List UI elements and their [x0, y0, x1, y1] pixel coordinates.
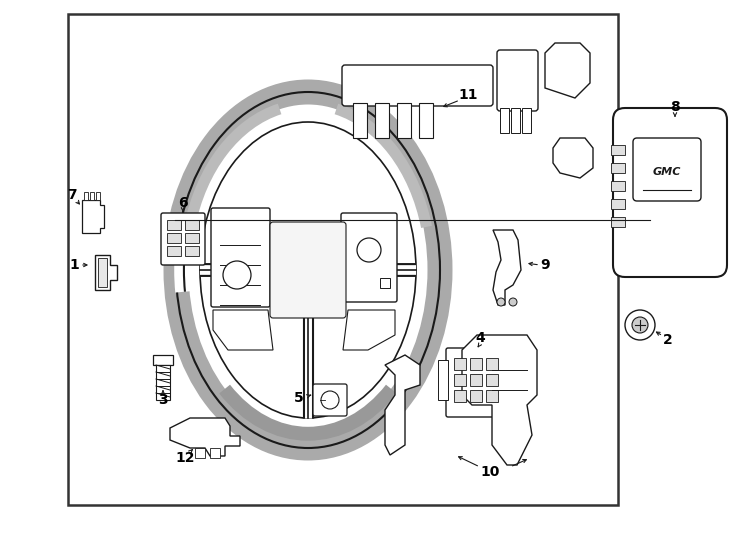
Bar [185, 233, 199, 243]
Text: 7: 7 [68, 188, 77, 202]
Bar [90, 192, 94, 200]
Bar [611, 199, 625, 209]
Bar [353, 103, 367, 138]
Text: 2: 2 [663, 333, 673, 347]
Bar [167, 220, 181, 230]
Bar [380, 278, 390, 288]
Bar [454, 358, 466, 370]
Text: 4: 4 [475, 331, 485, 345]
Polygon shape [82, 200, 104, 233]
Bar [84, 192, 88, 200]
Circle shape [497, 298, 505, 306]
Bar [167, 233, 181, 243]
Polygon shape [385, 355, 420, 455]
Polygon shape [343, 310, 395, 350]
Text: 9: 9 [540, 258, 550, 272]
Bar [511, 108, 520, 133]
Bar [68, 14, 618, 505]
Bar [486, 390, 498, 402]
Bar [167, 246, 181, 256]
Circle shape [625, 310, 655, 340]
Bar [470, 390, 482, 402]
Circle shape [632, 317, 648, 333]
Text: GMC: GMC [653, 167, 681, 177]
Bar [470, 358, 482, 370]
Bar [454, 390, 466, 402]
FancyBboxPatch shape [497, 50, 538, 111]
Bar [486, 358, 498, 370]
Bar [611, 163, 625, 173]
Text: 6: 6 [178, 196, 188, 210]
Bar [454, 374, 466, 386]
Bar [375, 103, 389, 138]
Bar [153, 355, 173, 365]
FancyBboxPatch shape [270, 222, 346, 318]
Bar [611, 181, 625, 191]
FancyBboxPatch shape [613, 108, 727, 277]
Bar [210, 448, 220, 458]
FancyBboxPatch shape [341, 213, 397, 302]
Bar [397, 103, 411, 138]
Text: 5: 5 [294, 391, 304, 405]
Bar [96, 192, 100, 200]
Bar [185, 220, 199, 230]
Text: 10: 10 [480, 465, 500, 479]
Circle shape [321, 391, 339, 409]
FancyBboxPatch shape [342, 65, 493, 106]
Circle shape [509, 298, 517, 306]
Circle shape [223, 261, 251, 289]
Polygon shape [95, 255, 117, 290]
Circle shape [357, 238, 381, 262]
Polygon shape [545, 43, 590, 98]
Bar [470, 374, 482, 386]
Text: 8: 8 [670, 100, 680, 114]
FancyBboxPatch shape [211, 208, 270, 307]
Bar [438, 360, 448, 400]
Text: 3: 3 [159, 393, 168, 407]
Polygon shape [213, 310, 273, 350]
Bar [185, 246, 199, 256]
Bar [156, 365, 170, 400]
Text: 12: 12 [175, 451, 195, 465]
Polygon shape [170, 418, 240, 456]
Bar [486, 374, 498, 386]
Polygon shape [98, 258, 107, 287]
Polygon shape [493, 230, 521, 305]
FancyBboxPatch shape [446, 348, 508, 417]
FancyBboxPatch shape [633, 138, 701, 201]
Bar [195, 448, 205, 458]
Bar [419, 103, 433, 138]
Polygon shape [553, 138, 593, 178]
Bar [611, 145, 625, 155]
Polygon shape [462, 335, 537, 465]
Bar [500, 108, 509, 133]
Bar [611, 217, 625, 227]
Text: 1: 1 [69, 258, 79, 272]
Text: 11: 11 [458, 88, 478, 102]
Ellipse shape [176, 92, 440, 448]
Bar [522, 108, 531, 133]
Ellipse shape [200, 122, 416, 418]
FancyBboxPatch shape [161, 213, 205, 265]
FancyBboxPatch shape [313, 384, 347, 416]
